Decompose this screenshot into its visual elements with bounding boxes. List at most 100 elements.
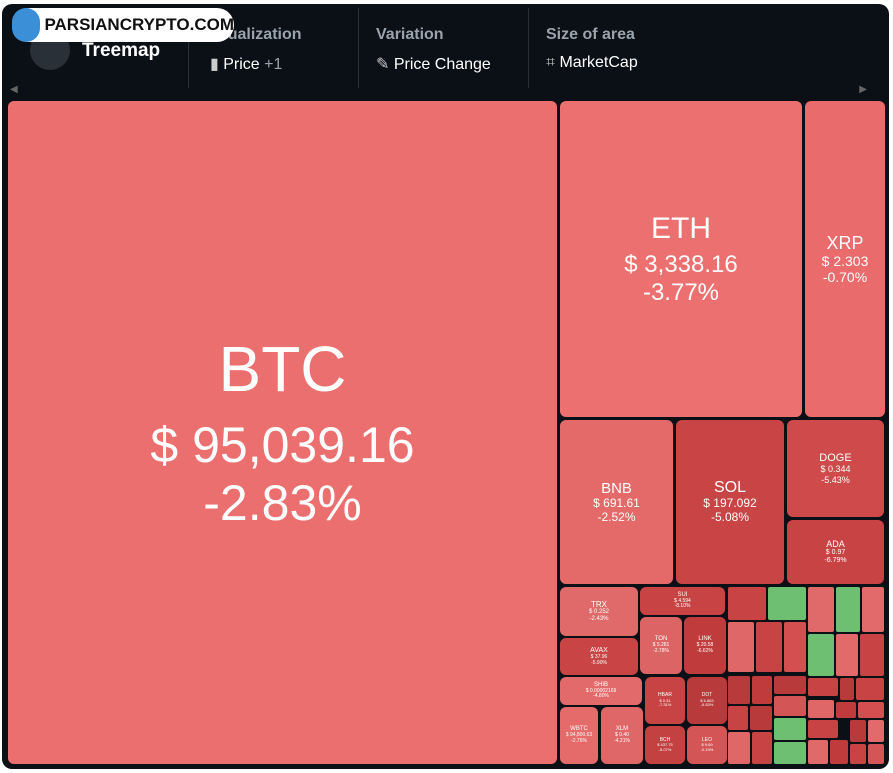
small-tile[interactable] [856, 678, 884, 700]
value-text: MarketCap [559, 54, 638, 71]
small-tile[interactable] [808, 740, 828, 764]
small-tile[interactable] [774, 718, 806, 740]
scroll-left[interactable]: ◀ [10, 84, 18, 95]
tile-change: -6.83% [700, 702, 714, 708]
tile-name: SUI [677, 591, 688, 598]
tile[interactable]: SOL $ 197.092 -5.08% [676, 420, 784, 584]
tile-price: $ 0.97 [825, 549, 846, 557]
small-tile[interactable] [862, 587, 884, 632]
small-tile[interactable] [756, 622, 782, 672]
tile[interactable]: TRX $ 0.252 -2.43% [560, 587, 638, 636]
tile[interactable]: DOT $ 6.863 -6.83% [687, 677, 727, 724]
tile-name: BCH [659, 736, 671, 743]
small-tile[interactable] [840, 678, 854, 700]
tile[interactable]: BTC $ 95,039.16 -2.83% [8, 101, 557, 764]
tile[interactable]: HBAR $ 0.31 -7.31% [645, 677, 685, 724]
tile-change: -5.90% [591, 659, 607, 666]
small-tile[interactable] [774, 742, 806, 764]
tile-name: XLM [615, 726, 629, 733]
small-tile[interactable] [850, 744, 866, 764]
tile-price: $ 197.092 [703, 496, 757, 511]
tile-price: $ 9.69 [701, 742, 713, 748]
small-tile[interactable] [808, 700, 834, 718]
tile[interactable]: SUI $ 4.594 -8.10% [640, 587, 725, 615]
tile-change: -3.77% [642, 278, 720, 306]
watermark-text: PARSIANCRYPTO.COM [44, 15, 234, 34]
small-tile[interactable] [752, 732, 772, 764]
small-tile[interactable] [750, 706, 772, 730]
small-tile[interactable] [774, 696, 806, 716]
tile[interactable]: SHIB $ 0.00002169 -4.80% [560, 677, 642, 705]
tile-name: HBAR [658, 692, 672, 699]
small-tile[interactable] [752, 676, 772, 704]
small-tile[interactable] [728, 676, 750, 704]
small-tile[interactable] [836, 587, 860, 632]
tile[interactable]: TON $ 5.281 -2.78% [640, 617, 682, 674]
tile-change: -8.10% [674, 603, 691, 610]
small-tile[interactable] [768, 587, 806, 620]
tile-change: -0.70% [822, 269, 868, 286]
value-extra: +1 [264, 56, 283, 73]
tile-name: BTC [218, 332, 347, 405]
small-tile[interactable] [860, 634, 884, 676]
tile-name: SHIB [593, 681, 608, 688]
variation-group[interactable]: Variation ✎ Price Change [358, 8, 529, 88]
tile-name: LINK [698, 636, 712, 643]
tile-change: -5.08% [710, 510, 750, 525]
tile-name: ETH [651, 211, 711, 245]
tile[interactable]: XLM $ 0.40 -4.21% [601, 707, 643, 764]
scroll-right[interactable]: ▶ [859, 84, 867, 95]
tile-change: -2.43% [589, 616, 609, 623]
small-tile[interactable] [774, 676, 806, 694]
tile[interactable]: ETH $ 3,338.16 -3.77% [560, 101, 802, 417]
value-text: Price [223, 56, 260, 73]
watermark-logo [12, 8, 41, 42]
tile-change: -4.21% [614, 737, 630, 744]
tile[interactable]: BNB $ 691.61 -2.52% [560, 420, 673, 584]
tile-change: -2.76% [571, 737, 587, 744]
small-tile[interactable] [808, 678, 838, 696]
small-tile[interactable] [808, 634, 834, 676]
small-tile[interactable] [868, 720, 884, 742]
tile-price: $ 0.00002169 [585, 687, 617, 694]
small-tile[interactable] [728, 587, 766, 620]
small-tile[interactable] [868, 744, 884, 764]
small-tile[interactable] [728, 706, 748, 730]
tile-name: SOL [713, 479, 746, 496]
tile[interactable]: LEO $ 9.69 -0.19% [687, 726, 727, 764]
small-tile[interactable] [858, 702, 884, 718]
tile-price: $ 0.40 [615, 732, 629, 739]
small-tile[interactable] [808, 720, 838, 738]
small-tile[interactable] [728, 622, 754, 672]
small-tile[interactable] [728, 732, 750, 764]
treemap-title: Treemap [82, 40, 161, 61]
tile[interactable]: XRP $ 2.303 -0.70% [805, 101, 885, 417]
tile-name: WBTC [570, 726, 588, 733]
tile-change: -5.07% [658, 746, 672, 752]
tile[interactable]: ADA $ 0.97 -6.79% [787, 520, 884, 584]
small-tile[interactable] [808, 587, 834, 632]
tile-price: $ 0.252 [588, 609, 610, 616]
tile[interactable]: WBTC $ 94,800.63 -2.76% [560, 707, 598, 764]
small-tile[interactable] [850, 720, 866, 742]
tile-change: -4.80% [593, 693, 609, 700]
small-tile[interactable] [830, 740, 848, 764]
tile-name: BNB [601, 479, 632, 497]
group-label: Size of area [546, 26, 635, 43]
tile-name: AVAX [590, 646, 608, 654]
tile-name: DOGE [819, 451, 852, 464]
tile-change: -5.43% [821, 474, 850, 485]
tile[interactable]: BCH $ 437.75 -5.07% [645, 726, 685, 764]
small-tile[interactable] [836, 634, 858, 676]
tile[interactable]: AVAX $ 37.96 -5.90% [560, 638, 638, 675]
small-tile[interactable] [784, 622, 806, 672]
tile-price: $ 437.75 [657, 742, 673, 748]
tile[interactable]: LINK $ 20.58 -6.62% [684, 617, 726, 674]
tile-name: TRX [591, 600, 607, 610]
size-group[interactable]: Size of area ⌗ MarketCap [528, 8, 698, 88]
small-tile[interactable] [836, 702, 856, 718]
tile-price: $ 691.61 [593, 495, 640, 510]
value-text: Price Change [393, 56, 491, 73]
tile[interactable]: DOGE $ 0.344 -5.43% [787, 420, 884, 517]
